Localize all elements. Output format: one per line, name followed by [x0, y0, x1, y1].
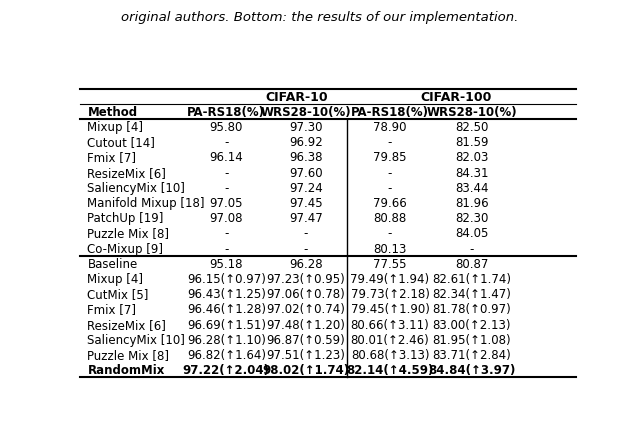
Text: PA-RS18(%): PA-RS18(%) — [351, 106, 429, 119]
Text: 97.24: 97.24 — [289, 182, 323, 195]
Text: 97.08: 97.08 — [209, 212, 243, 225]
Text: 79.73(↑2.18): 79.73(↑2.18) — [351, 288, 429, 301]
Text: 84.84(↑3.97): 84.84(↑3.97) — [428, 364, 516, 377]
Text: CIFAR-10: CIFAR-10 — [265, 91, 328, 104]
Text: SaliencyMix [10]: SaliencyMix [10] — [88, 334, 186, 347]
Text: 80.68(↑3.13): 80.68(↑3.13) — [351, 349, 429, 362]
Text: 96.38: 96.38 — [289, 152, 323, 164]
Text: Puzzle Mix [8]: Puzzle Mix [8] — [88, 349, 170, 362]
Text: 79.49(↑1.94): 79.49(↑1.94) — [351, 273, 429, 286]
Text: 83.71(↑2.84): 83.71(↑2.84) — [433, 349, 511, 362]
Text: Method: Method — [88, 106, 138, 119]
Text: 96.69(↑1.51): 96.69(↑1.51) — [187, 319, 266, 331]
Text: 95.18: 95.18 — [209, 258, 243, 271]
Text: 97.23(↑0.95): 97.23(↑0.95) — [266, 273, 345, 286]
Text: 97.51(↑1.23): 97.51(↑1.23) — [266, 349, 345, 362]
Text: -: - — [224, 167, 228, 180]
Text: original authors. Bottom: the results of our implementation.: original authors. Bottom: the results of… — [122, 11, 518, 24]
Text: 80.13: 80.13 — [373, 243, 406, 256]
Text: SaliencyMix [10]: SaliencyMix [10] — [88, 182, 186, 195]
Text: -: - — [470, 243, 474, 256]
Text: -: - — [224, 243, 228, 256]
Text: 79.45(↑1.90): 79.45(↑1.90) — [351, 303, 429, 317]
Text: -: - — [224, 182, 228, 195]
Text: 82.03: 82.03 — [455, 152, 488, 164]
Text: 81.78(↑0.97): 81.78(↑0.97) — [433, 303, 511, 317]
Text: 97.22(↑2.04): 97.22(↑2.04) — [183, 364, 270, 377]
Text: Puzzle Mix [8]: Puzzle Mix [8] — [88, 227, 170, 240]
Text: 96.82(↑1.64): 96.82(↑1.64) — [187, 349, 266, 362]
Text: 97.02(↑0.74): 97.02(↑0.74) — [266, 303, 345, 317]
Text: 95.80: 95.80 — [210, 121, 243, 134]
Text: 97.45: 97.45 — [289, 197, 323, 210]
Text: 82.61(↑1.74): 82.61(↑1.74) — [433, 273, 511, 286]
Text: 82.14(↑4.59): 82.14(↑4.59) — [346, 364, 434, 377]
Text: -: - — [388, 182, 392, 195]
Text: 96.28: 96.28 — [289, 258, 323, 271]
Text: 97.06(↑0.78): 97.06(↑0.78) — [266, 288, 345, 301]
Text: 79.66: 79.66 — [373, 197, 407, 210]
Text: 80.88: 80.88 — [373, 212, 406, 225]
Text: Baseline: Baseline — [88, 258, 138, 271]
Text: 82.30: 82.30 — [455, 212, 488, 225]
Text: CutMix [5]: CutMix [5] — [88, 288, 149, 301]
Text: ResizeMix [6]: ResizeMix [6] — [88, 319, 166, 331]
Text: Co-Mixup [9]: Co-Mixup [9] — [88, 243, 163, 256]
Text: 96.92: 96.92 — [289, 136, 323, 149]
Text: 80.87: 80.87 — [455, 258, 488, 271]
Text: CIFAR-100: CIFAR-100 — [420, 91, 492, 104]
Text: Fmix [7]: Fmix [7] — [88, 152, 136, 164]
Text: 96.15(↑0.97): 96.15(↑0.97) — [187, 273, 266, 286]
Text: WRS28-10(%): WRS28-10(%) — [426, 106, 517, 119]
Text: 83.44: 83.44 — [455, 182, 488, 195]
Text: -: - — [388, 227, 392, 240]
Text: 79.85: 79.85 — [373, 152, 407, 164]
Text: 83.00(↑2.13): 83.00(↑2.13) — [433, 319, 511, 331]
Text: Mixup [4]: Mixup [4] — [88, 273, 143, 286]
Text: 96.28(↑1.10): 96.28(↑1.10) — [187, 334, 266, 347]
Text: 84.31: 84.31 — [455, 167, 488, 180]
Text: 78.90: 78.90 — [373, 121, 407, 134]
Text: 96.46(↑1.28): 96.46(↑1.28) — [187, 303, 266, 317]
Text: 81.95(↑1.08): 81.95(↑1.08) — [433, 334, 511, 347]
Text: 97.05: 97.05 — [209, 197, 243, 210]
Text: 96.14: 96.14 — [209, 152, 243, 164]
Text: -: - — [224, 227, 228, 240]
Text: -: - — [388, 167, 392, 180]
Text: 96.87(↑0.59): 96.87(↑0.59) — [266, 334, 345, 347]
Text: -: - — [303, 227, 308, 240]
Text: WRS28-10(%): WRS28-10(%) — [260, 106, 351, 119]
Text: RandomMix: RandomMix — [88, 364, 165, 377]
Text: 97.60: 97.60 — [289, 167, 323, 180]
Text: 80.01(↑2.46): 80.01(↑2.46) — [351, 334, 429, 347]
Text: Mixup [4]: Mixup [4] — [88, 121, 143, 134]
Text: 96.43(↑1.25): 96.43(↑1.25) — [187, 288, 266, 301]
Text: 97.47: 97.47 — [289, 212, 323, 225]
Text: 97.48(↑1.20): 97.48(↑1.20) — [266, 319, 345, 331]
Text: PatchUp [19]: PatchUp [19] — [88, 212, 164, 225]
Text: -: - — [388, 136, 392, 149]
Text: 82.34(↑1.47): 82.34(↑1.47) — [433, 288, 511, 301]
Text: -: - — [303, 243, 308, 256]
Text: ResizeMix [6]: ResizeMix [6] — [88, 167, 166, 180]
Text: PA-RS18(%): PA-RS18(%) — [188, 106, 266, 119]
Text: 81.96: 81.96 — [455, 197, 489, 210]
Text: 84.05: 84.05 — [455, 227, 488, 240]
Text: 77.55: 77.55 — [373, 258, 407, 271]
Text: 82.50: 82.50 — [455, 121, 488, 134]
Text: -: - — [224, 136, 228, 149]
Text: 80.66(↑3.11): 80.66(↑3.11) — [351, 319, 429, 331]
Text: Cutout [14]: Cutout [14] — [88, 136, 156, 149]
Text: 97.30: 97.30 — [289, 121, 323, 134]
Text: 98.02(↑1.74): 98.02(↑1.74) — [262, 364, 349, 377]
Text: 81.59: 81.59 — [455, 136, 488, 149]
Text: Fmix [7]: Fmix [7] — [88, 303, 136, 317]
Text: Manifold Mixup [18]: Manifold Mixup [18] — [88, 197, 205, 210]
